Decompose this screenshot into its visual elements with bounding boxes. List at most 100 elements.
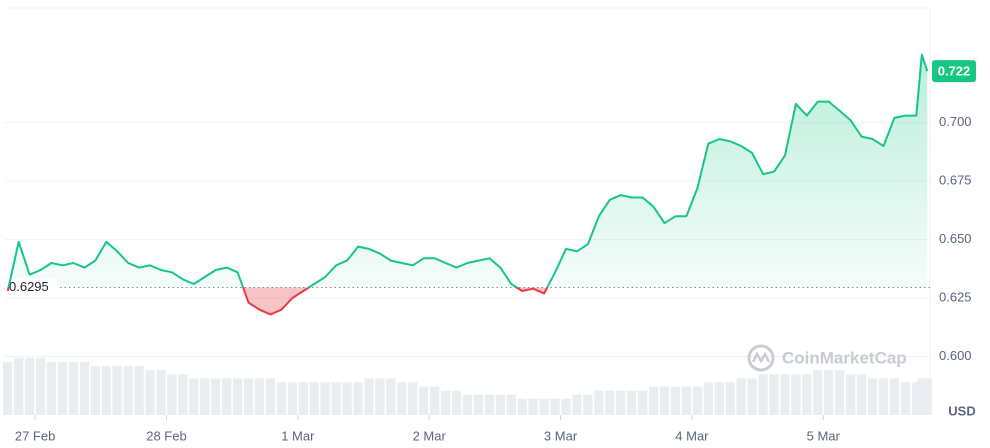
volume-bar	[430, 386, 440, 415]
x-tick-label: 27 Feb	[15, 428, 55, 443]
volume-bar	[495, 394, 505, 415]
volume-bar	[922, 378, 932, 415]
y-tick-label: 0.675	[939, 173, 972, 188]
volume-bar	[123, 366, 133, 415]
y-tick-label: 0.625	[939, 289, 972, 304]
volume-bar	[451, 390, 462, 415]
volume-bar	[14, 358, 24, 415]
volume-bar	[824, 370, 834, 415]
grid-layer: 0.600 0.625 0.650 0.675 0.700 27 Feb 28 Feb 1 M…	[5, 114, 972, 443]
volume-bar	[703, 382, 713, 415]
volume-bar	[331, 382, 341, 415]
y-tick-label: 0.700	[939, 114, 972, 129]
volume-bar	[616, 390, 626, 415]
x-tick-label: 1 Mar	[281, 428, 315, 443]
volume-bar	[46, 362, 57, 415]
volume-bar	[670, 386, 681, 415]
volume-bar	[917, 378, 927, 415]
volume-bar	[189, 378, 199, 415]
volume-bar	[911, 382, 921, 415]
volume-bar	[648, 386, 659, 415]
volume-bar	[627, 390, 637, 415]
volume-bar	[878, 378, 889, 415]
volume-bar	[3, 362, 13, 415]
volume-bar	[900, 382, 911, 415]
volume-bar	[539, 398, 549, 415]
volume-bar	[342, 382, 352, 415]
volume-bar	[298, 382, 308, 415]
volume-bar	[68, 362, 79, 415]
x-tick-label: 3 Mar	[544, 428, 578, 443]
currency-label: USD	[948, 403, 975, 418]
volume-bar	[134, 366, 144, 415]
volume-bar	[659, 386, 670, 415]
volume-bar	[57, 362, 68, 415]
volume-bar	[561, 398, 571, 415]
volume-layer	[3, 358, 932, 415]
current-price-label: 0.722	[938, 64, 971, 79]
volume-bar	[232, 378, 243, 415]
volume-bar	[889, 378, 900, 415]
price-line	[6, 53, 929, 316]
y-tick-label: 0.600	[939, 348, 972, 363]
volume-bar	[605, 390, 615, 415]
volume-bar	[309, 382, 319, 415]
baseline-label-bg	[3, 278, 57, 297]
volume-bar	[506, 394, 516, 415]
volume-bar	[211, 378, 221, 415]
volume-bar	[287, 382, 298, 415]
volume-bar	[254, 378, 265, 415]
volume-bar	[473, 394, 484, 415]
volume-bar	[419, 386, 429, 415]
price-area	[7, 54, 928, 315]
volume-bar	[364, 378, 374, 415]
volume-bar	[725, 382, 735, 415]
volume-bar	[780, 374, 790, 415]
volume-bar	[79, 362, 90, 415]
volume-bar	[101, 366, 111, 415]
volume-bar	[583, 394, 593, 415]
volume-bar	[791, 374, 801, 415]
volume-bar	[835, 370, 845, 415]
volume-bar	[222, 378, 232, 415]
watermark-logo	[747, 344, 775, 372]
volume-bar	[484, 394, 495, 415]
volume-bar	[528, 398, 538, 415]
volume-bar	[747, 378, 757, 415]
volume-bar	[572, 394, 582, 415]
volume-bar	[736, 378, 746, 415]
volume-bar	[758, 374, 768, 415]
volume-bar	[637, 390, 648, 415]
volume-bar	[440, 390, 451, 415]
volume-bar	[320, 382, 330, 415]
volume-bar	[35, 358, 46, 415]
volume-bar	[243, 378, 254, 415]
volume-bar	[813, 370, 823, 415]
volume-bar	[594, 390, 604, 415]
volume-bar	[517, 398, 527, 415]
volume-bar	[769, 374, 779, 415]
volume-bar	[178, 374, 188, 415]
volume-bar	[802, 374, 812, 415]
volume-bar	[24, 358, 35, 415]
volume-bar	[845, 374, 856, 415]
x-tick-label: 28 Feb	[146, 428, 186, 443]
volume-bar	[276, 382, 287, 415]
current-price-tag	[932, 60, 976, 83]
volume-bar	[408, 382, 418, 415]
volume-bar	[692, 386, 703, 415]
volume-bar	[145, 370, 155, 415]
volume-bar	[462, 394, 473, 415]
volume-bar	[167, 374, 177, 415]
volume-bar	[156, 370, 166, 415]
x-tick-label: 2 Mar	[413, 428, 447, 443]
y-tick-label: 0.650	[939, 231, 972, 246]
volume-bar	[714, 382, 724, 415]
volume-bar	[856, 374, 867, 415]
volume-bar	[867, 378, 878, 415]
volume-bar	[397, 382, 407, 415]
baseline-label: 0.6295	[9, 279, 49, 294]
x-tick-label: 5 Mar	[807, 428, 841, 443]
